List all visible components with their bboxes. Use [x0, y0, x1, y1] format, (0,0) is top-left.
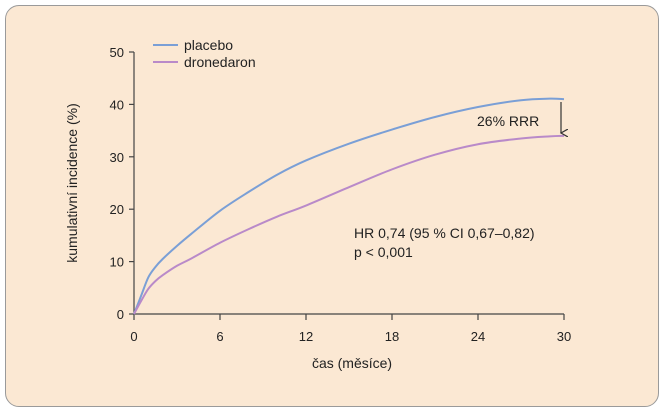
y-tick-label: 20 [110, 202, 124, 217]
x-tick-label: 18 [385, 329, 399, 344]
legend-label-placebo: placebo [184, 37, 233, 53]
legend: placebo dronedaron [153, 37, 256, 70]
hazard-ratio-text: HR 0,74 (95 % CI 0,67–0,82) [354, 225, 535, 241]
x-tick-label: 24 [471, 329, 485, 344]
series-layer [133, 97, 565, 315]
x-tick-label: 6 [216, 329, 223, 344]
y-tick-label: 40 [110, 97, 124, 112]
y-tick-label: 10 [110, 255, 124, 270]
series-line-placebo [133, 97, 565, 315]
legend-label-dronedaron: dronedaron [184, 54, 256, 70]
y-axis-label: kumulativní incidence (%) [64, 103, 80, 263]
y-tick-label: 0 [117, 307, 124, 322]
x-ticks: 0 6 12 18 24 30 [130, 314, 571, 344]
rrr-annotation: 26% RRR [477, 113, 539, 129]
x-axis-label: čas (měsíce) [312, 355, 392, 371]
y-tick-label: 50 [110, 45, 124, 60]
y-tick-label: 30 [110, 150, 124, 165]
x-tick-label: 0 [130, 329, 137, 344]
x-tick-label: 12 [299, 329, 313, 344]
x-tick-label: 30 [557, 329, 571, 344]
y-ticks: 0 10 20 30 40 50 [110, 45, 134, 322]
chart-panel [5, 5, 659, 407]
series-line-dronedaron [133, 134, 565, 315]
p-value-text: p < 0,001 [354, 244, 413, 260]
